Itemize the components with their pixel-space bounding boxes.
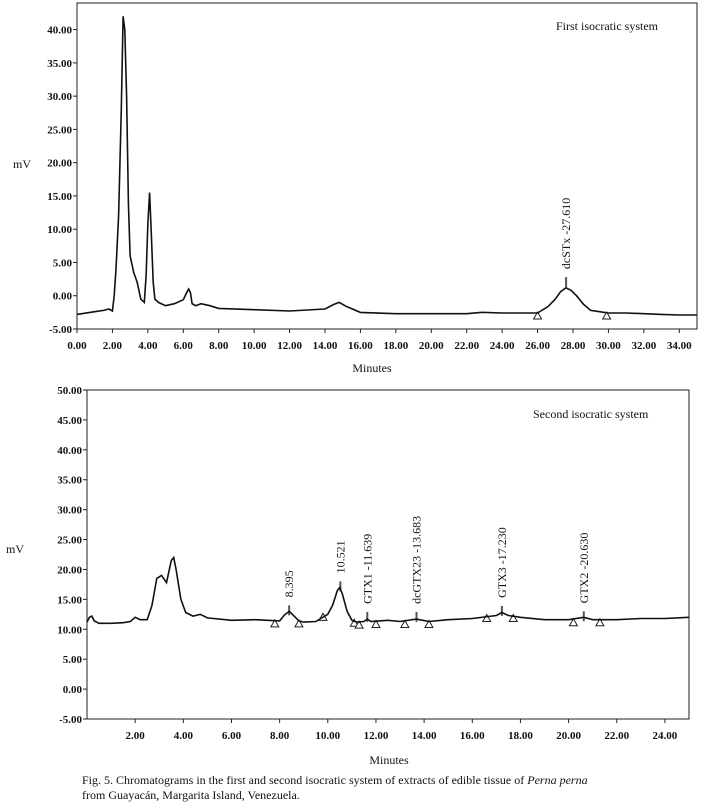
x-tick-label: 16.00 [460,730,485,742]
y-tick-label: 30.00 [47,91,72,103]
baseline-triangle [371,619,381,628]
x-axis-ticks: 0.00 2.00 4.00 6.00 8.00 10.00 12.00 14.00 16.00… [67,329,692,352]
baseline-triangle [294,618,304,628]
y-tick-label: 40.00 [57,445,82,457]
baseline-triangle [424,619,434,628]
baseline-triangle [595,617,605,627]
x-tick-label: 0.00 [67,340,87,352]
baseline-triangle [349,618,360,627]
y-tick-label: 20.00 [47,158,72,170]
x-axis-label: Minutes [369,753,409,767]
chart-annotation: Second isocratic system [533,407,649,421]
x-tick-label: 12.00 [364,730,389,742]
peak-label: 8.395 [282,570,296,597]
y-tick-label: -5.00 [49,324,72,336]
y-tick-label: 40.00 [47,25,72,37]
figure-caption: Fig. 5. Chromatograms in the first and s… [82,773,697,803]
x-tick-label: 10.00 [242,340,267,352]
y-tick-label: 0.00 [63,684,83,696]
x-tick-label: 8.00 [270,730,290,742]
x-tick-label: 4.00 [138,340,158,352]
chromatogram-figure: -5.00 0.00 5.00 10.00 15.00 20.00 25.00 30.00 35… [6,2,698,767]
y-tick-label: 10.00 [57,624,82,636]
y-tick-label: 45.00 [57,415,82,427]
x-tick-label: 20.00 [556,730,581,742]
x-tick-label: 2.00 [103,340,123,352]
x-tick-label: 34.00 [667,340,692,352]
x-tick-label: 24.00 [490,340,515,352]
baseline-triangle [601,311,612,320]
y-tick-label: 50.00 [57,385,82,397]
x-tick-label: 8.00 [209,340,229,352]
y-tick-label: 5.00 [53,257,73,269]
x-tick-label: 12.00 [277,340,302,352]
y-tick-label: 25.00 [57,535,82,547]
baseline-triangle [508,613,519,623]
peak-markers: 8.395 10.521 GTX1 -11.639 dcGTX23 -13.683 GT… [269,516,605,629]
series-line [86,555,690,625]
x-tick-label: 30.00 [596,340,621,352]
baseline-triangle [568,617,579,627]
caption-species: Perna perna [527,773,588,787]
baseline-triangle [532,311,543,320]
y-tick-label: 35.00 [57,475,82,487]
y-axis-ticks: -5.00 0.00 5.00 10.00 15.00 20.00 25.00 30.00 35… [47,25,77,336]
x-tick-label: 16.00 [348,340,373,352]
plot-frame [86,389,690,720]
baseline-triangle [399,619,410,628]
plot-frame [76,2,698,330]
x-tick-label: 32.00 [631,340,656,352]
caption-line1-text: Fig. 5. Chromatograms in the first and s… [82,773,528,787]
y-tick-label: -5.00 [59,714,82,726]
x-tick-label: 22.00 [454,340,479,352]
y-tick-label: 30.00 [57,505,82,517]
x-tick-label: 28.00 [561,340,586,352]
x-tick-label: 26.00 [525,340,550,352]
chart-panel-first: -5.00 0.00 5.00 10.00 15.00 20.00 25.00 30.00 35… [13,2,698,375]
x-tick-label: 14.00 [313,340,338,352]
chart-panel-second: -5.00 0.00 5.00 10.00 15.00 20.00 25.00 30.00 35… [6,385,690,767]
y-tick-label: 15.00 [47,191,72,203]
y-axis-label: mV [13,157,31,171]
peak-label: dcSTx -27.610 [559,198,573,269]
y-tick-label: 15.00 [57,594,82,606]
peak-label: dcGTX23 -13.683 [409,516,423,604]
peak-label: GTX3 -17.230 [495,527,509,598]
peak-label: 10.521 [333,540,347,573]
baseline-triangle [481,613,492,623]
y-tick-label: 0.00 [53,291,73,303]
peak-label: GTX1 -11.639 [360,534,374,604]
x-tick-label: 10.00 [315,730,340,742]
x-tick-label: 22.00 [604,730,629,742]
chart-annotation: First isocratic system [556,19,659,33]
y-tick-label: 10.00 [47,224,72,236]
series-line [76,16,697,316]
peak-label: GTX2 -20.630 [577,533,591,604]
y-tick-label: 35.00 [47,58,72,70]
x-tick-label: 6.00 [222,730,242,742]
baseline-triangle [354,620,364,629]
x-tick-label: 2.00 [126,730,146,742]
y-axis-label: mV [6,542,24,556]
x-axis-label: Minutes [352,361,392,375]
x-tick-label: 14.00 [412,730,437,742]
x-tick-label: 18.00 [383,340,408,352]
y-axis-ticks: -5.00 0.00 5.00 10.00 15.00 20.00 25.00 30.00 35… [57,385,87,726]
y-tick-label: 25.00 [47,124,72,136]
x-axis-ticks: 2.00 4.00 6.00 8.00 10.00 12.00 14.00 16.00 18.0… [126,719,678,742]
y-tick-label: 20.00 [57,564,82,576]
y-tick-label: 5.00 [63,654,83,666]
x-tick-label: 24.00 [653,730,678,742]
peak-markers: dcSTx -27.610 [532,198,612,320]
x-tick-label: 4.00 [174,730,194,742]
x-tick-label: 6.00 [174,340,194,352]
x-tick-label: 18.00 [508,730,533,742]
x-tick-label: 20.00 [419,340,444,352]
caption-line2-text: from Guayacán, Margarita Island, Venezue… [82,788,300,802]
baseline-triangle [269,618,280,628]
